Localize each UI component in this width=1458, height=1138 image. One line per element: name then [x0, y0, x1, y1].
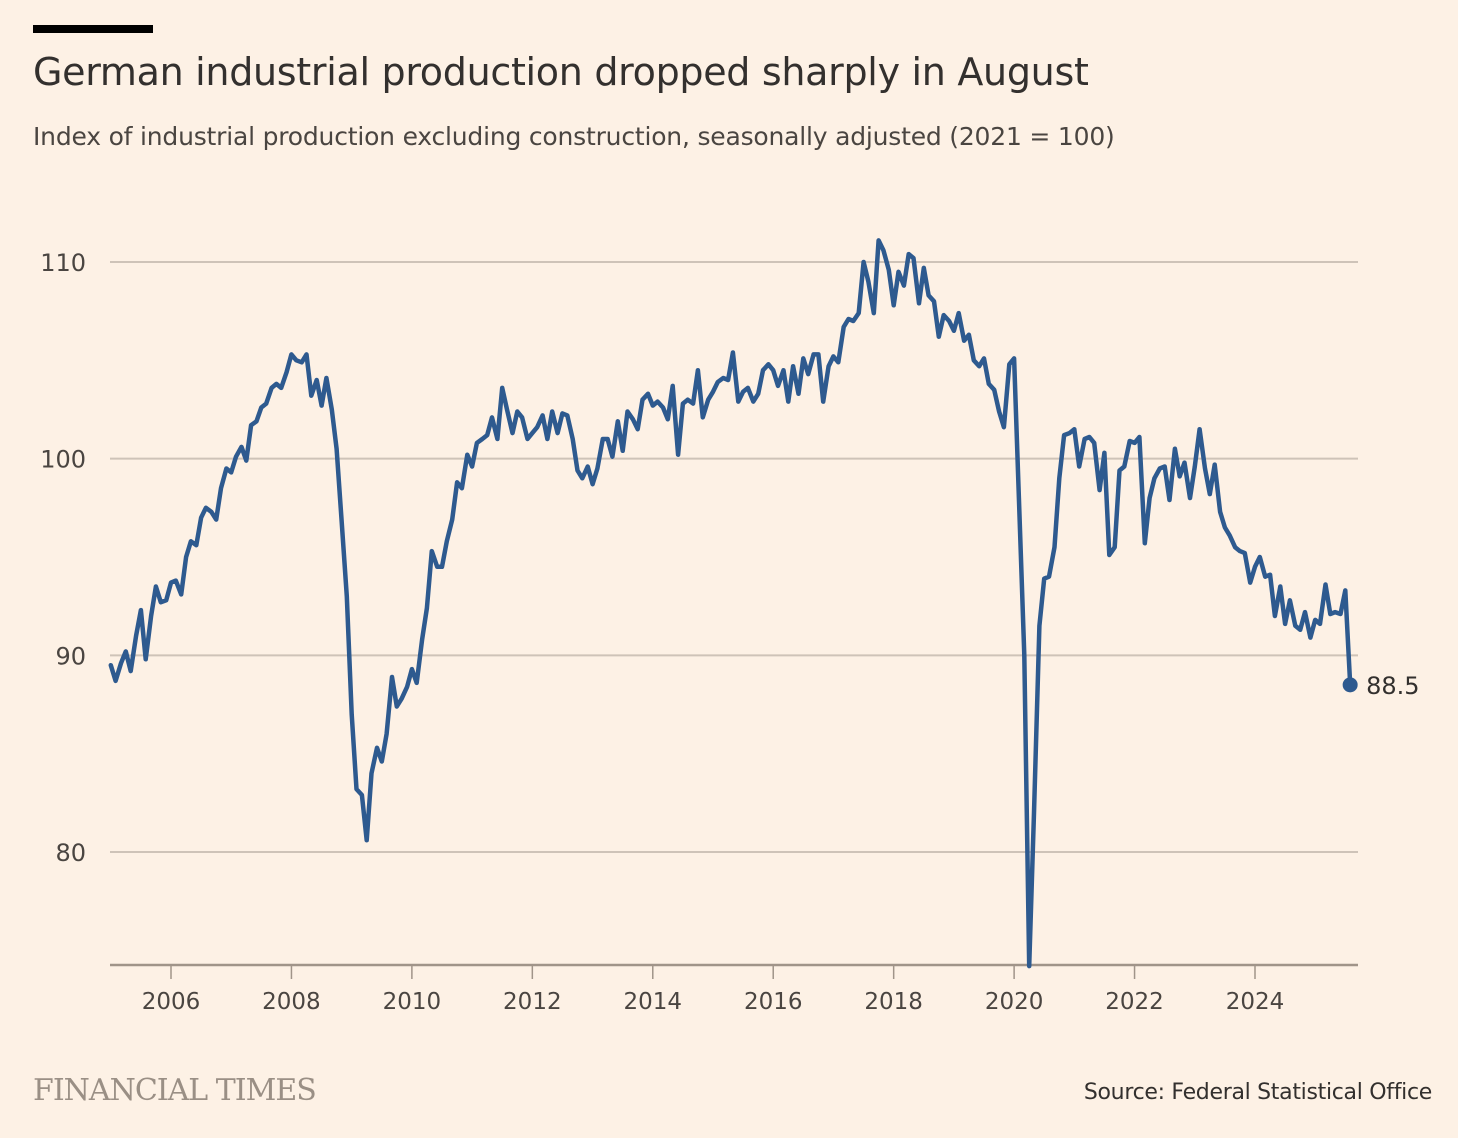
brand-top-bar — [33, 25, 153, 33]
x-tick-label: 2006 — [142, 989, 201, 1015]
x-axis: 2006 2008 2010 2012 2014 2016 2018 2020 2022 2024 — [110, 963, 1358, 1015]
end-marker-group: 88.5 — [1342, 672, 1420, 700]
x-tick-label: 2020 — [985, 989, 1044, 1015]
y-tick-label: 80 — [55, 839, 86, 867]
x-tick-label: 2022 — [1105, 989, 1164, 1015]
chart-subtitle: Index of industrial production excluding… — [33, 122, 1115, 151]
end-value-label: 88.5 — [1366, 672, 1419, 700]
x-tick-label: 2008 — [262, 989, 321, 1015]
gridlines — [110, 261, 1358, 853]
x-tick-label: 2016 — [744, 989, 803, 1015]
source-note: Source: Federal Statistical Office — [1083, 1080, 1432, 1105]
x-tick-label: 2010 — [383, 989, 442, 1015]
y-tick-label: 100 — [40, 446, 86, 474]
y-axis-labels: 80 90 100 110 — [40, 249, 86, 867]
series-line — [108, 238, 1353, 969]
ft-logo: FINANCIAL TIMES — [33, 1073, 317, 1108]
x-tick-label: 2012 — [503, 989, 562, 1015]
x-tick-label: 2018 — [864, 989, 923, 1015]
x-tick-label: 2024 — [1226, 989, 1285, 1015]
end-point-marker — [1342, 677, 1358, 693]
y-tick-label: 110 — [40, 249, 86, 277]
x-tick-label: 2014 — [624, 989, 683, 1015]
series-group — [108, 238, 1353, 969]
y-tick-label: 90 — [55, 642, 86, 670]
chart-title: German industrial production dropped sha… — [33, 50, 1089, 94]
